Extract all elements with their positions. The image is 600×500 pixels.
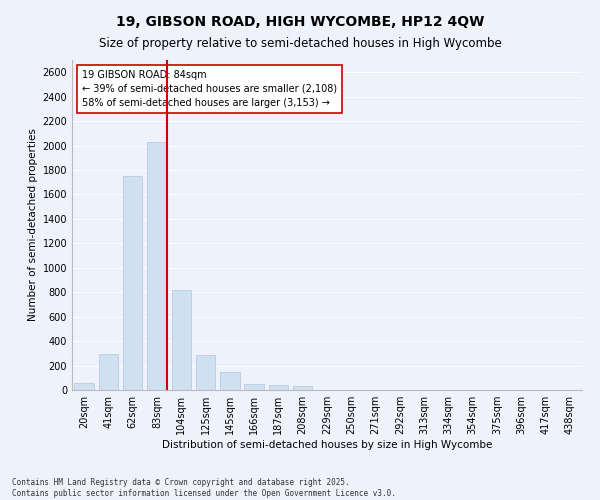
Bar [269,384,288,390]
Text: Size of property relative to semi-detached houses in High Wycombe: Size of property relative to semi-detach… [98,38,502,51]
Bar [74,382,94,390]
Bar [99,354,118,390]
Bar [244,384,264,390]
Bar [293,386,313,390]
Bar [196,355,215,390]
Text: 19 GIBSON ROAD: 84sqm
← 39% of semi-detached houses are smaller (2,108)
58% of s: 19 GIBSON ROAD: 84sqm ← 39% of semi-deta… [82,70,337,108]
Bar [172,290,191,390]
Bar [220,372,239,390]
X-axis label: Distribution of semi-detached houses by size in High Wycombe: Distribution of semi-detached houses by … [162,440,492,450]
Y-axis label: Number of semi-detached properties: Number of semi-detached properties [28,128,38,322]
Bar [147,142,167,390]
Text: Contains HM Land Registry data © Crown copyright and database right 2025.
Contai: Contains HM Land Registry data © Crown c… [12,478,396,498]
Text: 19, GIBSON ROAD, HIGH WYCOMBE, HP12 4QW: 19, GIBSON ROAD, HIGH WYCOMBE, HP12 4QW [116,15,484,29]
Bar [123,176,142,390]
